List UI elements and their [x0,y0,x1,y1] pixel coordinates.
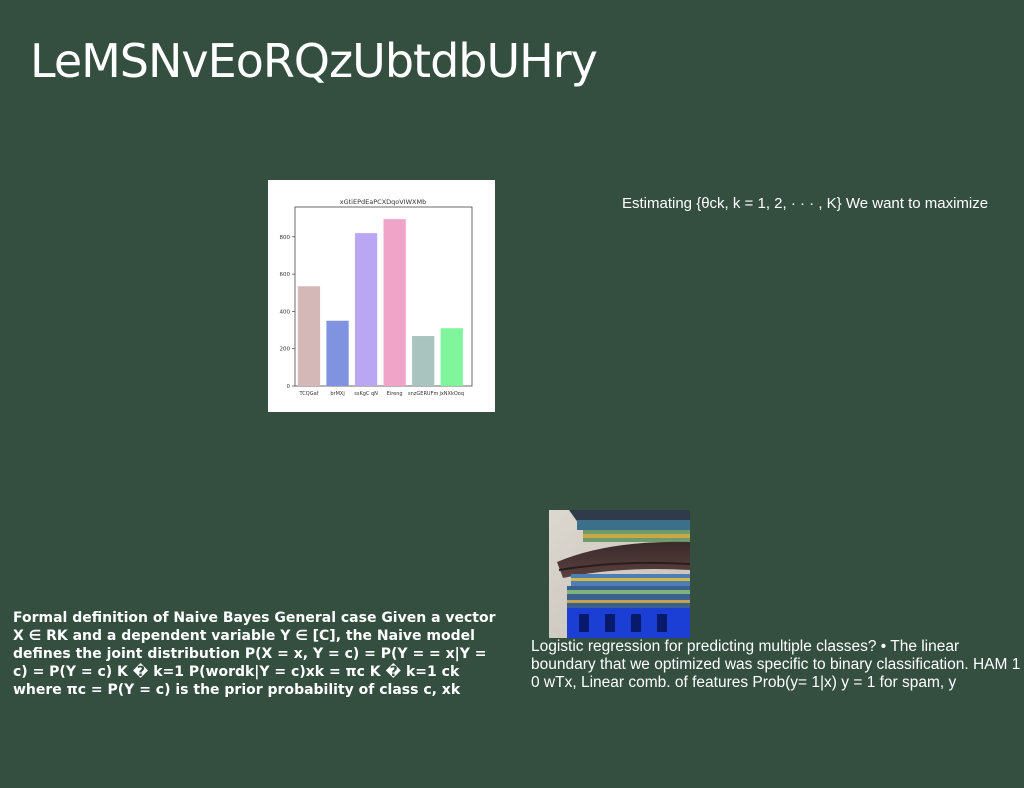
x-tick-label: TCQGaf [299,391,319,397]
bar-4 [412,336,435,386]
temple-photo-graphic [549,510,690,638]
x-tick-label: Eireng [387,391,403,397]
x-tick-label: ssKgC qN [354,391,378,397]
bar-chart-svg: xGtiEPdEaPCXDqoVIWXMb 0 200 400 600 800 TCQGa… [280,198,473,397]
text-naive-bayes: Formal definition of Naive Bayes General… [13,610,496,698]
x-tick-label: brMXj [330,391,344,397]
bar-1 [326,320,349,386]
bar-2 [354,233,378,386]
x-tick-label: jxNXkOoq [438,391,464,397]
y-tick-label: 200 [280,347,291,353]
y-tick-label: 600 [280,272,291,278]
text-estimating: Estimating {θck, k = 1, 2, · · · , K} We… [622,195,989,212]
y-tick-label: 800 [280,235,291,241]
y-tick-label: 0 [287,384,291,390]
x-tick-label: snzGERUFm [408,391,438,397]
bar-5 [440,328,463,386]
bar-0 [297,286,321,386]
bar-chart: xGtiEPdEaPCXDqoVIWXMb 0 200 400 600 800 TCQGa… [268,180,495,412]
slide-title: LeMSNvEoRQzUbtdbUHry [30,34,598,88]
temple-photo [549,510,690,638]
bar-3 [383,219,406,386]
y-tick-label: 400 [280,309,291,315]
chart-title: xGtiEPdEaPCXDqoVIWXMb [340,198,426,206]
text-logistic-regression: Logistic regression for predicting multi… [531,638,1021,691]
